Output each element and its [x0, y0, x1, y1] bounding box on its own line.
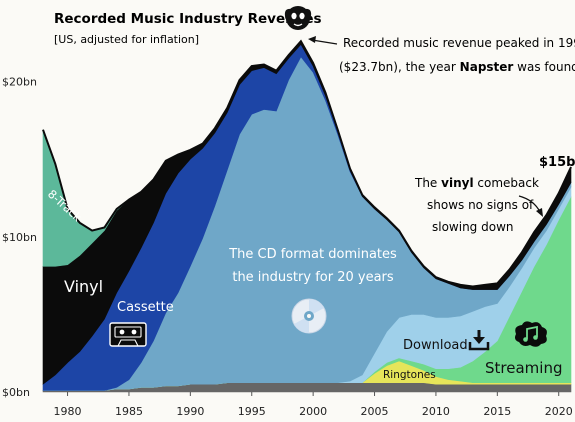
napster-word: Napster — [460, 60, 514, 74]
peak-annotation: Recorded music revenue peaked in 1999 ($… — [308, 36, 575, 74]
vinyl-annotation-line1a: The — [414, 176, 441, 190]
peak-annotation-line2c: was founded — [513, 60, 575, 74]
y-axis: $0bn $10bn $20bn — [2, 76, 37, 399]
x-tick-label: 1995 — [238, 405, 266, 418]
peak-annotation-line1: Recorded music revenue peaked in 1999 — [343, 36, 575, 50]
x-tick-label: 2010 — [422, 405, 450, 418]
cd-annotation-line2: the industry for 20 years — [232, 270, 394, 285]
series-label-cassette: Cassette — [117, 300, 174, 315]
vinyl-word: vinyl — [441, 176, 473, 190]
x-tick-label: 2000 — [299, 405, 327, 418]
end-value-label: $15bn — [539, 155, 575, 170]
vinyl-annotation-line2: shows no signs of — [427, 198, 534, 212]
cd-annotation-line1: The CD format dominates — [228, 247, 397, 262]
x-tick-label: 2015 — [483, 405, 511, 418]
y-tick-label: $20bn — [2, 76, 37, 89]
series-label-download: Download — [403, 338, 468, 353]
x-axis: 1980 1985 1990 1995 2000 2005 2010 2015 2020 — [54, 392, 573, 418]
total-revenue-line — [42, 39, 572, 288]
svg-text:The vinyl comeback: The vinyl comeback — [414, 176, 539, 190]
download-icon — [468, 330, 490, 351]
streaming-music-icon — [515, 321, 547, 347]
vinyl-annotation-line1c: comeback — [474, 176, 539, 190]
series-label-streaming: Streaming — [485, 359, 562, 377]
svg-text:($23.7bn), the year Napster wa: ($23.7bn), the year Napster was founded — [339, 60, 575, 74]
vinyl-annotation-line3: slowing down — [432, 220, 514, 234]
x-tick-label: 1980 — [54, 405, 82, 418]
total-line-path — [42, 39, 572, 288]
series-label-vinyl: Vinyl — [64, 277, 103, 296]
x-tick-label: 2020 — [545, 405, 573, 418]
x-tick-label: 1990 — [176, 405, 204, 418]
y-tick-label: $10bn — [2, 231, 37, 244]
series-label-ringtones: Ringtones — [383, 369, 436, 381]
x-tick-label: 1985 — [115, 405, 143, 418]
compact-disc-icon — [291, 298, 327, 334]
cassette-icon — [109, 322, 147, 347]
napster-logo-icon — [284, 6, 312, 30]
x-tick-label: 2005 — [361, 405, 389, 418]
chart-subtitle: [US, adjusted for inflation] — [54, 33, 199, 46]
y-tick-label: $0bn — [2, 386, 30, 399]
peak-annotation-line2a: ($23.7bn), the year — [339, 60, 460, 74]
vinyl-comeback-annotation: The vinyl comeback shows no signs of slo… — [414, 176, 543, 234]
chart-title: Recorded Music Industry Revenues — [54, 11, 322, 27]
